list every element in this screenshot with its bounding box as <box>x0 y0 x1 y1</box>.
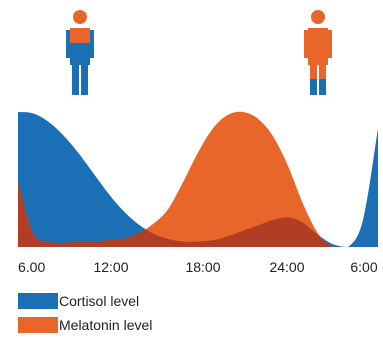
legend-swatch-cortisol <box>18 293 58 309</box>
person-blue-icon <box>66 10 94 95</box>
legend-item-cortisol: Cortisol level <box>18 290 139 312</box>
legend-label-cortisol: Cortisol level <box>59 293 140 309</box>
legend-label-melatonin: Melatonin level <box>59 317 153 333</box>
person-orange-icon <box>304 10 332 95</box>
x-tick-label: 6:00 <box>350 259 377 275</box>
legend-swatch-melatonin <box>18 317 58 333</box>
cortisol-area <box>18 112 378 247</box>
x-axis-ticks: 6.00 12:00 18:00 24:00 6:00 <box>18 259 378 275</box>
x-tick-label: 6.00 <box>18 259 45 275</box>
x-tick-label: 24:00 <box>269 259 304 275</box>
x-tick-label: 12:00 <box>93 259 128 275</box>
legend-item-melatonin: Melatonin level <box>18 314 152 336</box>
chart-areas <box>18 111 378 248</box>
x-tick-label: 18:00 <box>185 259 220 275</box>
melatonin-area <box>18 111 378 248</box>
